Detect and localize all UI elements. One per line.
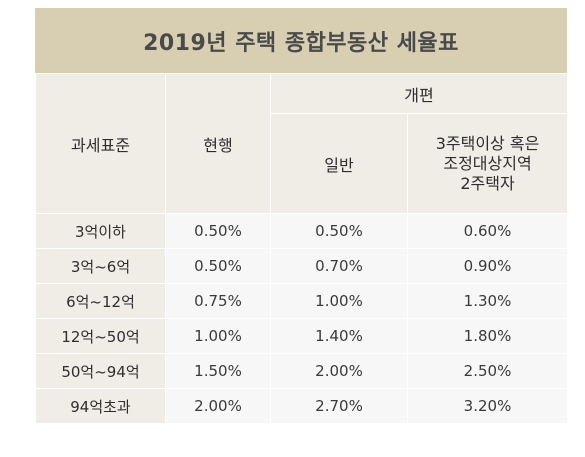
header-tax-base: 과세표준 bbox=[35, 73, 166, 214]
tax-base-cell: 50억~94억 bbox=[35, 353, 166, 389]
table-row: 3억이하 0.50% 0.50% 0.60% bbox=[35, 213, 569, 249]
current-rate-cell: 2.00% bbox=[165, 388, 271, 424]
multi-rate-cell: 0.90% bbox=[406, 248, 569, 284]
general-rate-cell: 0.70% bbox=[270, 248, 408, 284]
table-row: 12억~50억 1.00% 1.40% 1.80% bbox=[35, 318, 569, 354]
header-multi-line: 조정대상지역 bbox=[443, 153, 532, 173]
table-row: 6억~12억 0.75% 1.00% 1.30% bbox=[35, 283, 569, 319]
header-multi-home: 3주택이상 혹은 조정대상지역 2주택자 bbox=[406, 113, 569, 214]
multi-rate-cell: 3.20% bbox=[406, 388, 569, 424]
general-rate-cell: 0.50% bbox=[270, 213, 408, 249]
multi-rate-cell: 0.60% bbox=[406, 213, 569, 249]
header-general: 일반 bbox=[270, 113, 408, 214]
general-rate-cell: 2.00% bbox=[270, 353, 408, 389]
tax-base-cell: 3억~6억 bbox=[35, 248, 166, 284]
table-row: 94억초과 2.00% 2.70% 3.20% bbox=[35, 388, 569, 424]
header-current: 현행 bbox=[165, 73, 271, 214]
header-multi-line: 3주택이상 혹은 bbox=[435, 133, 540, 153]
tax-base-cell: 12억~50억 bbox=[35, 318, 166, 354]
table-row: 3억~6억 0.50% 0.70% 0.90% bbox=[35, 248, 569, 284]
current-rate-cell: 0.50% bbox=[165, 213, 271, 249]
tax-rate-table-container: 2019년 주택 종합부동산 세율표 과세표준 현행 개편 일반 3주택이상 혹… bbox=[35, 8, 569, 424]
multi-rate-cell: 1.80% bbox=[406, 318, 569, 354]
tax-base-cell: 3억이하 bbox=[35, 213, 166, 249]
header-multi-line: 2주택자 bbox=[460, 173, 515, 193]
current-rate-cell: 1.00% bbox=[165, 318, 271, 354]
multi-rate-cell: 2.50% bbox=[406, 353, 569, 389]
current-rate-cell: 0.75% bbox=[165, 283, 271, 319]
current-rate-cell: 1.50% bbox=[165, 353, 271, 389]
tax-base-cell: 6억~12억 bbox=[35, 283, 166, 319]
general-rate-cell: 1.40% bbox=[270, 318, 408, 354]
header-reform: 개편 bbox=[269, 73, 569, 114]
multi-rate-cell: 1.30% bbox=[406, 283, 569, 319]
tax-base-cell: 94억초과 bbox=[35, 388, 166, 424]
table-title: 2019년 주택 종합부동산 세율표 bbox=[35, 8, 567, 73]
general-rate-cell: 1.00% bbox=[270, 283, 408, 319]
current-rate-cell: 0.50% bbox=[165, 248, 271, 284]
general-rate-cell: 2.70% bbox=[270, 388, 408, 424]
table-row: 50억~94억 1.50% 2.00% 2.50% bbox=[35, 353, 569, 389]
tax-rate-table: 과세표준 현행 개편 일반 3주택이상 혹은 조정대상지역 2주택자 3억이하 … bbox=[35, 73, 569, 424]
